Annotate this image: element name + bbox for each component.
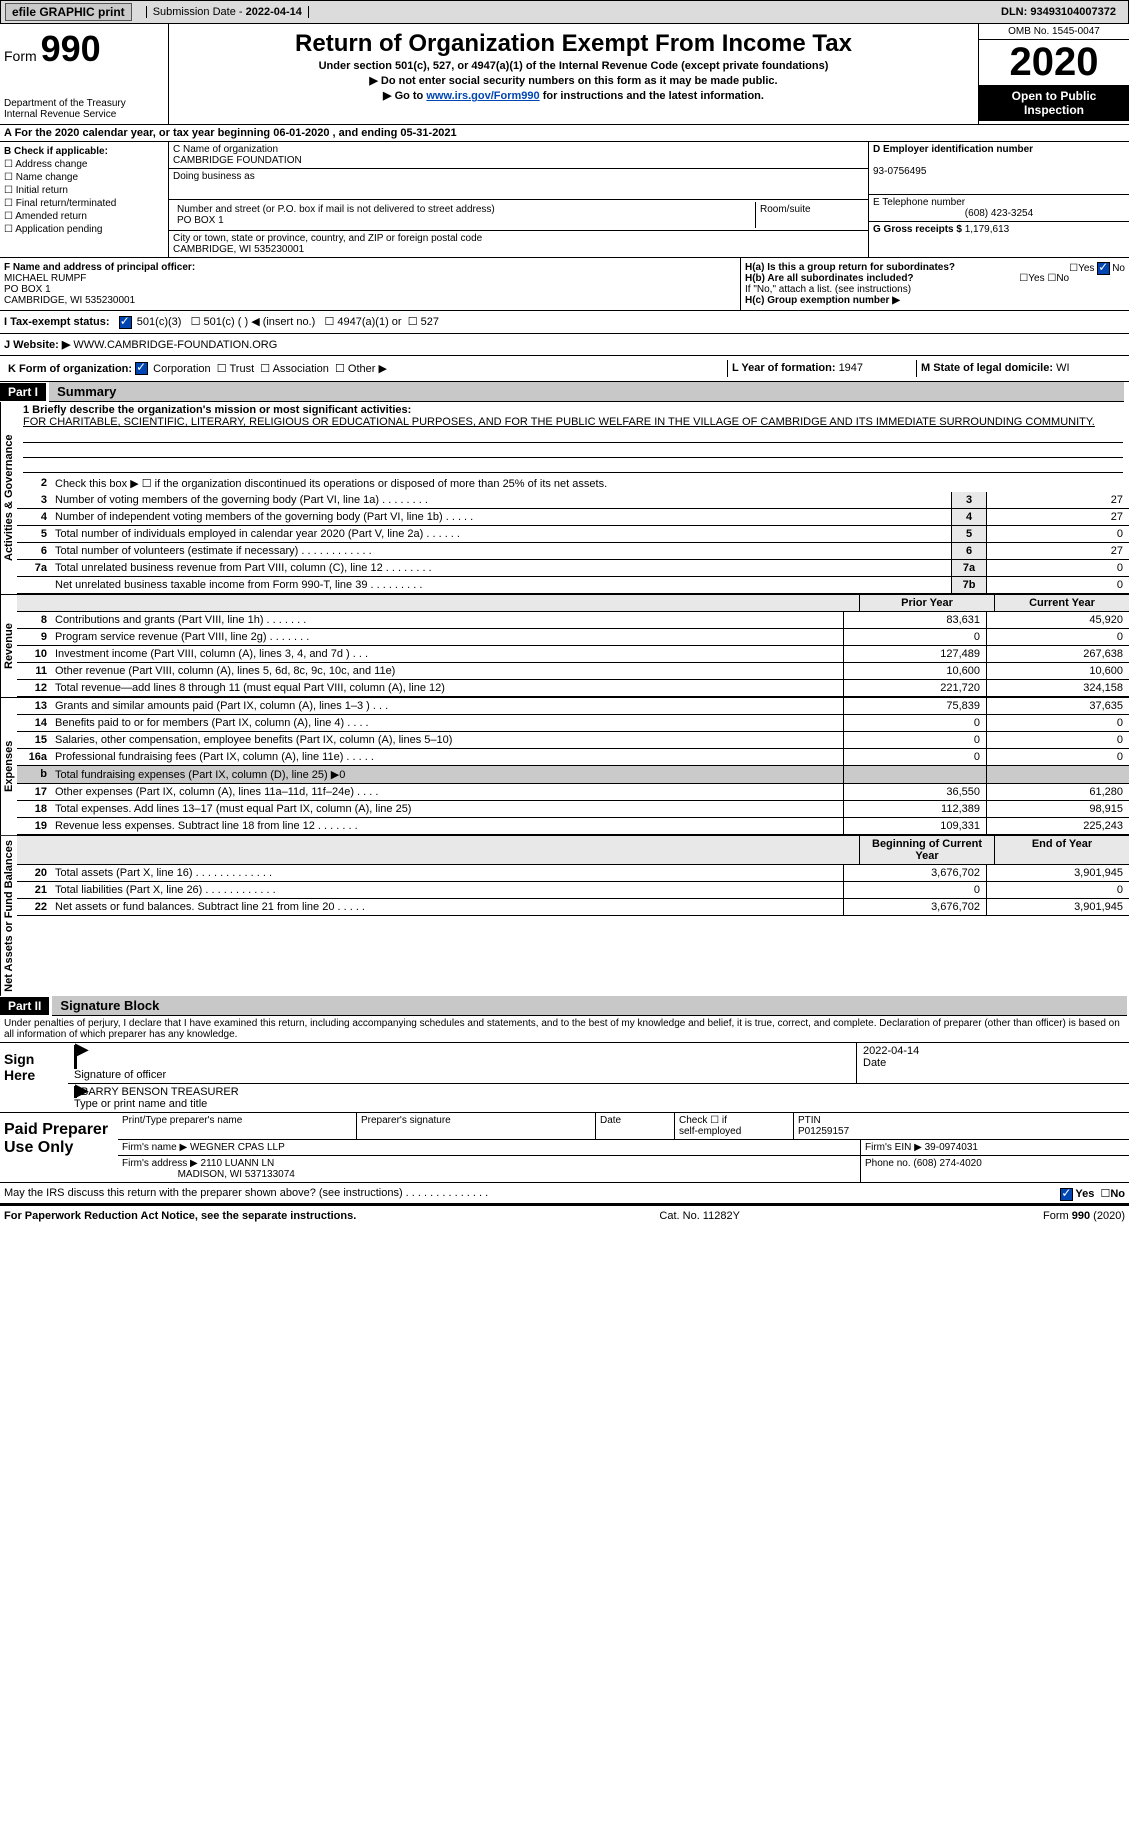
- chk-amended[interactable]: ☐ Amended return: [4, 211, 164, 222]
- table-row: 12 Total revenue—add lines 8 through 11 …: [17, 680, 1129, 697]
- form-header: Form 990 Department of the Treasury Inte…: [0, 24, 1129, 125]
- submission-date: Submission Date - 2022-04-14: [146, 6, 309, 18]
- gov-line: 4 Number of independent voting members o…: [17, 509, 1129, 526]
- table-row: 8 Contributions and grants (Part VIII, l…: [17, 612, 1129, 629]
- gov-line: 5 Total number of individuals employed i…: [17, 526, 1129, 543]
- dln: DLN: 93493104007372: [1001, 6, 1124, 18]
- irs-link[interactable]: www.irs.gov/Form990: [426, 90, 539, 102]
- vlabel-expenses: Expenses: [0, 698, 17, 835]
- gov-line: 7a Total unrelated business revenue from…: [17, 560, 1129, 577]
- box-d: D Employer identification number 93-0756…: [868, 142, 1129, 257]
- table-row: 11 Other revenue (Part VIII, column (A),…: [17, 663, 1129, 680]
- entity-section: B Check if applicable: ☐ Address change …: [0, 142, 1129, 258]
- table-row: 21 Total liabilities (Part X, line 26) .…: [17, 882, 1129, 899]
- table-row: 10 Investment income (Part VIII, column …: [17, 646, 1129, 663]
- chk-address-change[interactable]: ☐ Address change: [4, 159, 164, 170]
- group-return: H(a) Is this a group return for subordin…: [741, 258, 1129, 310]
- table-row: 19 Revenue less expenses. Subtract line …: [17, 818, 1129, 835]
- table-row: 22 Net assets or fund balances. Subtract…: [17, 899, 1129, 916]
- tax-period: A For the 2020 calendar year, or tax yea…: [0, 125, 1129, 142]
- mission: 1 Briefly describe the organization's mi…: [17, 402, 1129, 475]
- col-header-revenue: Prior Year Current Year: [17, 595, 1129, 612]
- gov-line: 3 Number of voting members of the govern…: [17, 492, 1129, 509]
- form-identifier: Form 990 Department of the Treasury Inte…: [0, 24, 169, 124]
- k-l-m-row: K Form of organization: Corporation ☐ Tr…: [0, 356, 1129, 383]
- paid-preparer-block: Paid Preparer Use Only Print/Type prepar…: [0, 1113, 1129, 1183]
- topbar: efile GRAPHIC print Submission Date - 20…: [0, 0, 1129, 24]
- discuss-yes[interactable]: [1060, 1188, 1073, 1201]
- table-row: 15 Salaries, other compensation, employe…: [17, 732, 1129, 749]
- table-row: 14 Benefits paid to or for members (Part…: [17, 715, 1129, 732]
- efile-print-button[interactable]: efile GRAPHIC print: [5, 3, 132, 21]
- chk-initial-return[interactable]: ☐ Initial return: [4, 185, 164, 196]
- tax-status-row: I Tax-exempt status: 501(c)(3) ☐ 501(c) …: [0, 311, 1129, 334]
- perjury-statement: Under penalties of perjury, I declare th…: [0, 1016, 1129, 1043]
- table-row: b Total fundraising expenses (Part IX, c…: [17, 766, 1129, 784]
- net-assets-section: Net Assets or Fund Balances Beginning of…: [0, 835, 1129, 996]
- box-b: B Check if applicable: ☐ Address change …: [0, 142, 169, 257]
- page-footer: For Paperwork Reduction Act Notice, see …: [0, 1205, 1129, 1226]
- chk-final-return[interactable]: ☐ Final return/terminated: [4, 198, 164, 209]
- vlabel-revenue: Revenue: [0, 595, 17, 697]
- gov-line: 6 Total number of volunteers (estimate i…: [17, 543, 1129, 560]
- table-row: 16a Professional fundraising fees (Part …: [17, 749, 1129, 766]
- table-row: 17 Other expenses (Part IX, column (A), …: [17, 784, 1129, 801]
- principal-officer: F Name and address of principal officer:…: [0, 258, 741, 310]
- revenue-section: Revenue Prior Year Current Year 8 Contri…: [0, 594, 1129, 697]
- form-title: Return of Organization Exempt From Incom…: [177, 30, 970, 58]
- chk-corporation[interactable]: [135, 362, 148, 375]
- box-c: C Name of organization CAMBRIDGE FOUNDAT…: [169, 142, 868, 257]
- officer-h-row: F Name and address of principal officer:…: [0, 258, 1129, 311]
- discuss-row: May the IRS discuss this return with the…: [0, 1183, 1129, 1205]
- group-no-check[interactable]: [1097, 262, 1110, 275]
- sign-here-block: Sign Here Signature of officer 2022-04-1…: [0, 1043, 1129, 1113]
- chk-app-pending[interactable]: ☐ Application pending: [4, 224, 164, 235]
- gov-line: Net unrelated business taxable income fr…: [17, 577, 1129, 594]
- part2-header: Part II Signature Block: [0, 996, 1129, 1016]
- table-row: 18 Total expenses. Add lines 13–17 (must…: [17, 801, 1129, 818]
- vlabel-governance: Activities & Governance: [0, 402, 17, 594]
- chk-501c3[interactable]: [119, 316, 132, 329]
- part1-header: Part I Summary: [0, 382, 1129, 402]
- table-row: 13 Grants and similar amounts paid (Part…: [17, 698, 1129, 715]
- year-block: OMB No. 1545-0047 2020 Open to Public In…: [978, 24, 1129, 124]
- chk-name-change[interactable]: ☐ Name change: [4, 172, 164, 183]
- table-row: 20 Total assets (Part X, line 16) . . . …: [17, 865, 1129, 882]
- title-block: Return of Organization Exempt From Incom…: [169, 24, 978, 124]
- table-row: 9 Program service revenue (Part VIII, li…: [17, 629, 1129, 646]
- col-header-net: Beginning of Current Year End of Year: [17, 836, 1129, 865]
- governance-section: Activities & Governance 1 Briefly descri…: [0, 402, 1129, 594]
- vlabel-net: Net Assets or Fund Balances: [0, 836, 17, 996]
- expenses-section: Expenses 13 Grants and similar amounts p…: [0, 697, 1129, 835]
- website-row: J Website: ▶ WWW.CAMBRIDGE-FOUNDATION.OR…: [0, 334, 1129, 356]
